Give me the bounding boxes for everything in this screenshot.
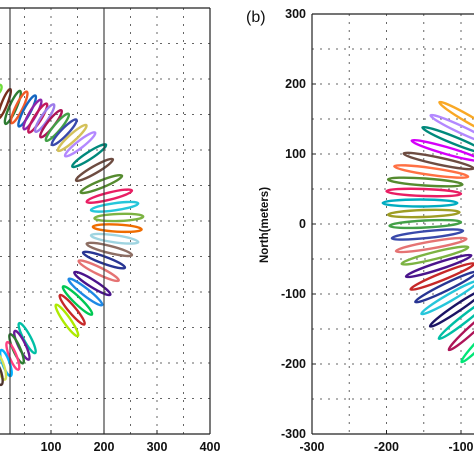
panel-b-xtick-labels: -300 -200 -100 <box>299 430 474 454</box>
panel-a-xtick-label: 300 <box>147 440 168 454</box>
panel-b-ellipse-25 <box>447 306 474 352</box>
panel-a-ellipse-7 <box>27 102 49 134</box>
panel-a-ellipse-24 <box>77 259 120 283</box>
panel-b-ellipse-16 <box>390 228 465 241</box>
panel-b-ellipse-24 <box>437 296 474 341</box>
panel-a-ellipse-4 <box>9 90 29 125</box>
panel-a-ellipse-21 <box>89 232 140 245</box>
panel-b-ellipse-23 <box>428 288 474 328</box>
panel-a-ellipse-22 <box>85 241 134 258</box>
panel-a-ellipse-1 <box>0 83 3 96</box>
panel-b-ellipse-20 <box>409 262 474 291</box>
panel-b-ellipse-15 <box>388 218 463 230</box>
panel-b-ytick-label: 300 <box>285 7 306 21</box>
panel-b-ellipse-22 <box>420 279 474 316</box>
panel-a-xtick-label: 400 <box>200 440 221 454</box>
panel-a-ellipse-36 <box>0 361 4 387</box>
panel-b-ellipse-5 <box>438 100 474 138</box>
panel-b-ytick-labels: -300 -200 -100 0 100 200 300 <box>281 7 316 441</box>
panel-b-ytick-label: -200 <box>281 357 306 371</box>
panel-b-ellipse-19 <box>404 253 473 279</box>
panel-b-ylabel: North(meters) <box>259 187 271 263</box>
panel-b-ellipse-6 <box>429 113 474 146</box>
panel-a-ellipses <box>0 83 145 387</box>
panel-b-ellipse-10 <box>393 164 470 179</box>
panel-a-ellipse-8 <box>33 103 56 134</box>
panel-a-xtick-label: 100 <box>41 440 62 454</box>
panel-b-xtick-label: -300 <box>299 440 324 454</box>
panel-b-ellipses <box>381 100 474 375</box>
panel-a-xtick-labels: 100 200 300 400 <box>41 430 221 454</box>
panel-b-ellipse-14 <box>386 208 461 219</box>
panel-b-ellipse-7 <box>421 125 474 155</box>
panel-a-ellipse-26 <box>67 277 104 307</box>
panel-a-ellipse-23 <box>81 250 127 270</box>
panel-a-ellipse-14 <box>70 143 108 169</box>
panel-a: 100 200 300 400 <box>0 7 221 454</box>
panel-b-ellipse-12 <box>385 187 463 198</box>
panel-b-ytick-label: 100 <box>285 147 306 161</box>
panel-b-ytick-label: 0 <box>299 217 306 231</box>
panel-a-ellipse-18 <box>89 200 140 213</box>
panel-b-ellipse-26 <box>460 315 474 364</box>
panel-a-ellipse-25 <box>73 270 112 297</box>
panel-b-ellipse-11 <box>386 176 464 188</box>
panel-a-ellipse-27 <box>61 285 94 316</box>
panel-a-ellipse-20 <box>91 223 143 234</box>
panel-a-xtick-label: 200 <box>94 440 115 454</box>
panel-a-ellipse-10 <box>44 112 71 143</box>
panel-a-ellipse-19 <box>93 212 145 223</box>
panel-b-ellipse-13 <box>381 198 459 208</box>
panel-b-ytick-label: 200 <box>285 77 306 91</box>
panel-b: (b) -300 -200 -100 -300-200-1000100200300 … <box>246 7 474 454</box>
panel-a-ellipse-29 <box>54 303 80 338</box>
panel-b-xtick-label: -100 <box>448 440 473 454</box>
panel-a-ellipse-13 <box>63 131 97 158</box>
panel-b-ellipse-18 <box>400 245 470 266</box>
panel-b-ytick-label: -300 <box>281 427 306 441</box>
panel-a-ellipse-15 <box>74 157 115 183</box>
panel-b-ellipse-8 <box>410 138 474 163</box>
panel-a-ellipse-35 <box>0 352 8 381</box>
panel-a-ellipse-17 <box>85 188 134 204</box>
panel-a-ellipse-16 <box>79 173 124 195</box>
panel-b-ytick-label: -100 <box>281 287 306 301</box>
panel-b-label: (b) <box>246 9 266 26</box>
panel-b-ellipse-21 <box>414 270 474 304</box>
panel-b-xtick-label: -200 <box>374 440 399 454</box>
panel-a-ellipse-11 <box>50 118 78 147</box>
panel-b-ellipse-17 <box>394 236 468 254</box>
panel-a-ellipse-12 <box>56 123 88 153</box>
panel-a-ellipse-28 <box>58 293 86 326</box>
panel-a-frame <box>0 7 211 435</box>
